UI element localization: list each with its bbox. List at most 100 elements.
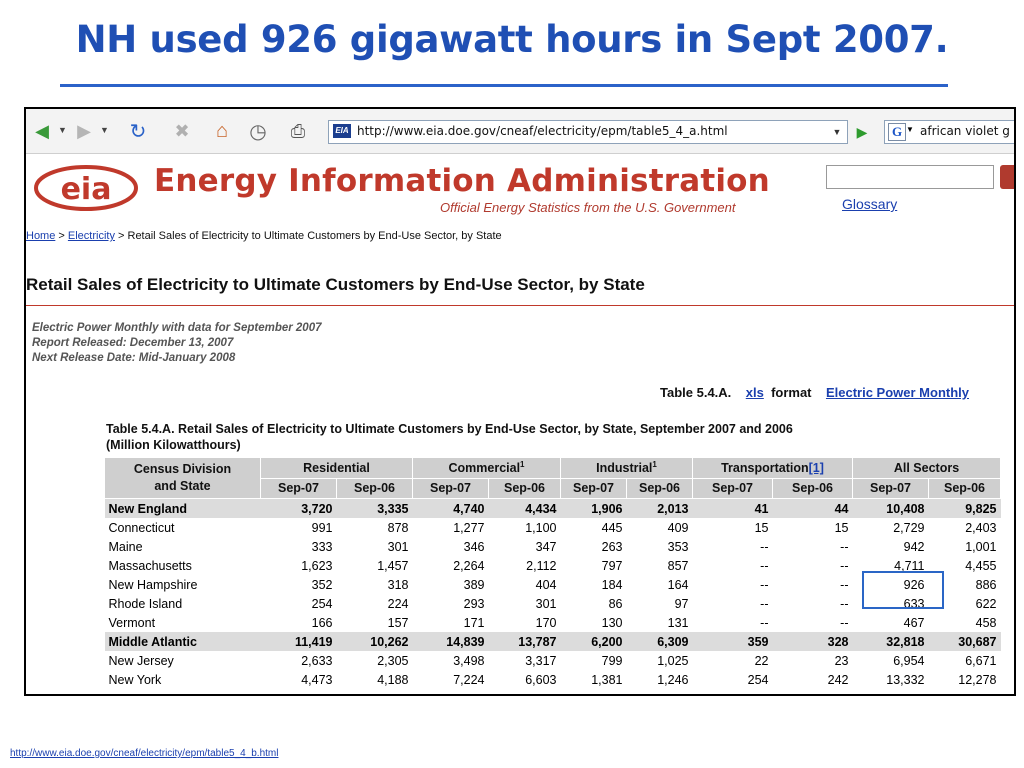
table-cell: 30,687	[928, 632, 1001, 651]
epm-link[interactable]: Electric Power Monthly	[825, 385, 970, 400]
table-row: New Hampshire 352 318 389 404 184 164 -- -- 926 88…	[105, 575, 1001, 594]
commercial-header: Commercial1	[412, 457, 561, 479]
site-name: Energy Information Administration	[154, 163, 770, 199]
home-icon[interactable]: ⌂	[215, 119, 229, 142]
table-cell: 6,603	[525, 672, 557, 687]
table-cell: 886	[975, 577, 997, 592]
table-cell: --	[840, 558, 849, 573]
table-cell: 404	[535, 577, 557, 592]
source-link[interactable]: http://www.eia.doe.gov/cneaf/electricity…	[10, 748, 279, 759]
table-cell: 3,720	[260, 498, 337, 518]
eia-logo[interactable]: eia	[34, 165, 138, 211]
search-box[interactable]: G ▼ african violet g	[884, 120, 1014, 144]
xls-link[interactable]: xls	[745, 385, 764, 400]
table-cell: 347	[535, 539, 557, 554]
glossary-link[interactable]: Glossary	[842, 196, 898, 212]
breadcrumb-electricity[interactable]: Electricity	[67, 230, 115, 242]
caption-units: (Million Kilowatthours)	[106, 438, 241, 452]
table-cell: --	[760, 558, 769, 573]
search-input[interactable]: african violet g	[920, 124, 1010, 138]
table-cell: 318	[387, 577, 409, 592]
table-cell: 254	[311, 596, 333, 611]
table-cell: 445	[601, 520, 623, 535]
table-cell: 2,264	[453, 558, 485, 573]
favicon: EIA	[333, 124, 351, 138]
table-cell: --	[840, 615, 849, 630]
table-row: Maine 333 301 346 347 263 353 -- -- 942 1,001	[105, 537, 1001, 556]
release-info: Electric Power Monthly with data for Sep…	[32, 321, 322, 366]
breadcrumb-home[interactable]: Home	[26, 230, 56, 242]
format-label: format	[771, 385, 812, 400]
address-bar[interactable]: EIA http://www.eia.doe.gov/cneaf/electri…	[328, 120, 848, 144]
table-cell: 1,100	[525, 520, 557, 535]
table-cell: 1,906	[560, 498, 627, 518]
period-header: Sep-07	[692, 477, 773, 499]
table-cell: 6,954	[893, 653, 925, 668]
transportation-header: Transportation[1]	[692, 457, 853, 479]
table-cell: 263	[601, 539, 623, 554]
back-dropdown-icon[interactable]: ▼	[58, 125, 67, 135]
print-icon[interactable]: ⎙	[290, 120, 306, 141]
table-cell: 346	[463, 539, 485, 554]
table-cell: --	[840, 596, 849, 611]
table-cell: 4,711	[894, 558, 925, 573]
site-search-input[interactable]	[826, 165, 994, 189]
state-name: New York	[108, 672, 162, 687]
table-cell: 1,623	[301, 558, 333, 573]
table-cell: 170	[535, 615, 557, 630]
table-cell: 2,403	[965, 520, 997, 535]
table-cell: 15	[834, 520, 849, 535]
state-name: Middle Atlantic	[104, 632, 261, 651]
history-icon[interactable]: ◷	[249, 120, 267, 143]
table-cell: 4,473	[301, 672, 333, 687]
url-text[interactable]: http://www.eia.doe.gov/cneaf/electricity…	[357, 124, 728, 138]
table-cell: 1,001	[965, 539, 997, 554]
url-dropdown-icon[interactable]: ▼	[832, 127, 842, 137]
forward-dropdown-icon[interactable]: ▼	[100, 125, 109, 135]
table-cell: 2,305	[377, 653, 409, 668]
state-name: Rhode Island	[108, 596, 183, 611]
refresh-icon[interactable]: ↻	[129, 120, 147, 143]
table-cell: 10,262	[336, 632, 413, 651]
table-cell: 797	[601, 558, 623, 573]
table-cell: 3,498	[453, 653, 485, 668]
slide-title: NH used 926 gigawatt hours in Sept 2007.	[75, 18, 949, 61]
transportation-note-link[interactable]: [1]	[808, 460, 824, 475]
period-header: Sep-07	[412, 477, 489, 499]
state-name: Connecticut	[108, 520, 175, 535]
table-cell: 857	[667, 558, 689, 573]
table-cell: 131	[667, 615, 689, 630]
period-header: Sep-07	[852, 477, 929, 499]
table-cell: 242	[827, 672, 849, 687]
table-cell: 1,277	[453, 520, 485, 535]
forward-arrow-icon[interactable]: ▶	[77, 120, 91, 141]
table-cell: --	[760, 596, 769, 611]
table-cell: 301	[387, 539, 409, 554]
table-cell: 622	[975, 596, 997, 611]
table-cell: 184	[601, 577, 623, 592]
search-engine-icon[interactable]: G	[888, 123, 906, 141]
search-engine-dropdown-icon[interactable]: ▼	[906, 125, 914, 134]
eia-logo-swoosh	[34, 165, 138, 211]
table-cell: 6,671	[965, 653, 997, 668]
stop-icon[interactable]: ✖	[174, 120, 190, 141]
table-cell: 942	[903, 539, 925, 554]
title-underline	[60, 84, 948, 87]
table-cell: 409	[667, 520, 689, 535]
table-cell: 164	[667, 577, 689, 592]
breadcrumb-separator: >	[114, 230, 128, 242]
table-reference: Table 5.4.A. xls format Electric Power M…	[660, 385, 969, 400]
back-arrow-icon[interactable]: ◀	[35, 120, 49, 141]
table-cell: 359	[692, 632, 773, 651]
site-search-button[interactable]	[1000, 165, 1014, 189]
table-cell: --	[760, 615, 769, 630]
data-month: Electric Power Monthly with data for Sep…	[32, 322, 322, 334]
table-cell: 4,434	[488, 498, 561, 518]
go-icon[interactable]: ▶	[856, 123, 868, 140]
table-cell: 4,740	[412, 498, 489, 518]
table-cell: 254	[747, 672, 769, 687]
table-cell: 926	[903, 577, 925, 592]
eia-logo-text: eia	[61, 172, 112, 207]
table-cell: 2,633	[301, 653, 333, 668]
table-cell: 1,246	[657, 672, 689, 687]
